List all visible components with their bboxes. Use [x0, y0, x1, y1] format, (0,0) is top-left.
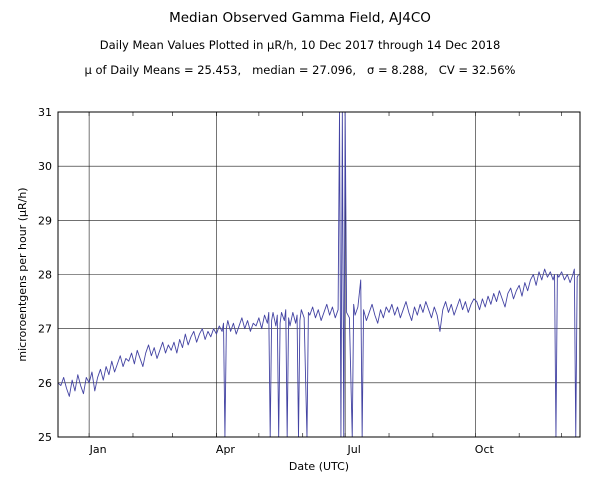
y-tick-labels: 25 26 27 28 29 30 31 — [38, 106, 52, 444]
svg-text:30: 30 — [38, 160, 52, 173]
x-tick-labels: Jan Apr Jul Oct — [89, 443, 495, 456]
chart-subtitle: Daily Mean Values Plotted in µR/h, 10 De… — [99, 38, 501, 52]
chart-stats-line: µ of Daily Means = 25.453, median = 27.0… — [84, 63, 516, 77]
svg-text:Oct: Oct — [475, 443, 495, 456]
svg-text:29: 29 — [38, 214, 52, 227]
y-axis-title: microroentgens per hour (µR/h) — [16, 187, 29, 361]
chart-title: Median Observed Gamma Field, AJ4CO — [169, 10, 431, 26]
svg-text:Jan: Jan — [89, 443, 107, 456]
svg-text:Jul: Jul — [347, 443, 361, 456]
svg-text:Apr: Apr — [216, 443, 236, 456]
month-minor-ticks — [88, 112, 562, 437]
svg-text:28: 28 — [38, 269, 52, 282]
svg-text:26: 26 — [38, 377, 52, 390]
plot-frame — [57, 111, 581, 438]
title-block: Median Observed Gamma Field, AJ4CO Daily… — [0, 0, 600, 77]
svg-text:31: 31 — [38, 106, 52, 119]
data-polyline — [57, 111, 579, 438]
svg-text:27: 27 — [38, 323, 52, 336]
svg-text:25: 25 — [38, 431, 52, 444]
y-gridlines — [58, 165, 580, 384]
x-axis-title: Date (UTC) — [289, 460, 349, 473]
